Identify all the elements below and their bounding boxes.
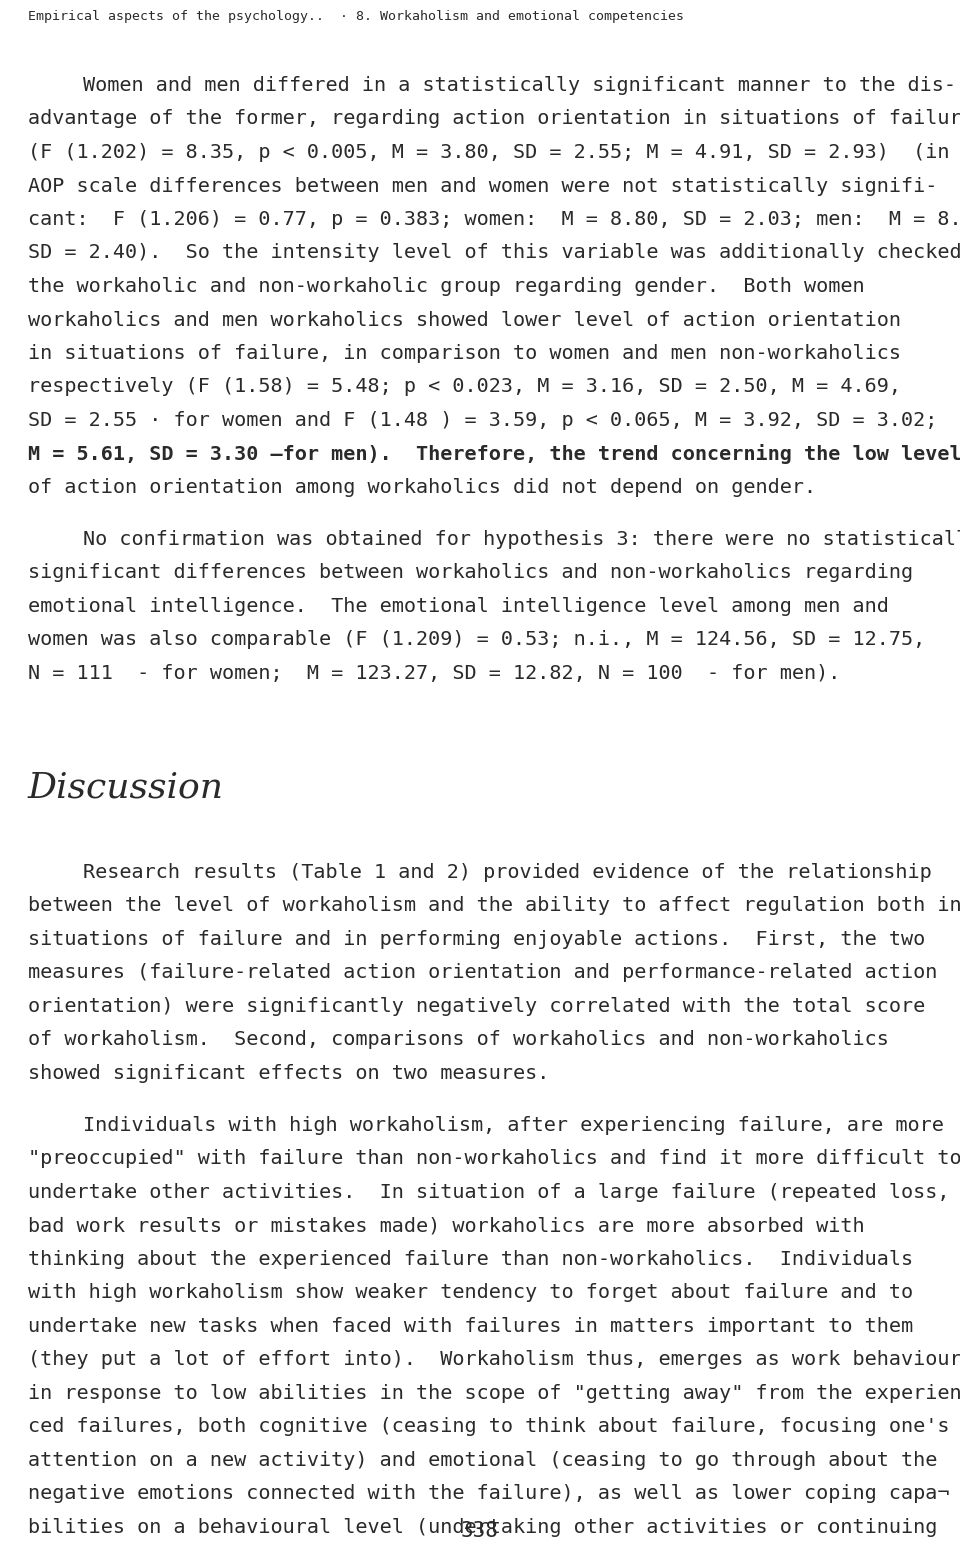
Text: Research results (Table 1 and 2) provided evidence of the relationship: Research results (Table 1 and 2) provide… [83,863,932,882]
Text: respectively (F (1.58) = 5.48; p < 0.023, M = 3.16, SD = 2.50, M = 4.69,: respectively (F (1.58) = 5.48; p < 0.023… [28,377,901,396]
Text: significant differences between workaholics and non-workaholics regarding: significant differences between workahol… [28,564,913,583]
Text: in situations of failure, in comparison to women and men non-workaholics: in situations of failure, in comparison … [28,345,901,363]
Text: (F (1.202) = 8.35, p < 0.005, M = 3.80, SD = 2.55; M = 4.91, SD = 2.93)  (in the: (F (1.202) = 8.35, p < 0.005, M = 3.80, … [28,143,960,161]
Text: ced failures, both cognitive (ceasing to think about failure, focusing one's: ced failures, both cognitive (ceasing to… [28,1417,949,1436]
Text: Women and men differed in a statistically significant manner to the dis-: Women and men differed in a statisticall… [83,77,956,96]
Text: bilities on a behavioural level (undertaking other activities or continuing: bilities on a behavioural level (underta… [28,1517,937,1536]
Text: Empirical aspects of the psychology..  · 8. Workaholism and emotional competenci: Empirical aspects of the psychology.. · … [28,9,684,23]
Text: negative emotions connected with the failure), as well as lower coping capa¬: negative emotions connected with the fai… [28,1485,949,1503]
Text: of action orientation among workaholics did not depend on gender.: of action orientation among workaholics … [28,478,816,496]
Text: situations of failure and in performing enjoyable actions.  First, the two: situations of failure and in performing … [28,930,925,949]
Text: emotional intelligence.  The emotional intelligence level among men and: emotional intelligence. The emotional in… [28,597,889,615]
Text: workaholics and men workaholics showed lower level of action orientation: workaholics and men workaholics showed l… [28,310,901,329]
Text: bad work results or mistakes made) workaholics are more absorbed with: bad work results or mistakes made) worka… [28,1217,865,1236]
Text: (they put a lot of effort into).  Workaholism thus, emerges as work behaviour: (they put a lot of effort into). Workaho… [28,1350,960,1369]
Text: of workaholism.  Second, comparisons of workaholics and non-workaholics: of workaholism. Second, comparisons of w… [28,1030,889,1049]
Text: M = 5.61, SD = 3.30 —for men).  Therefore, the trend concerning the low level: M = 5.61, SD = 3.30 —for men). Therefore… [28,445,960,465]
Text: undertake new tasks when faced with failures in matters important to them: undertake new tasks when faced with fail… [28,1317,913,1336]
Text: the workaholic and non-workaholic group regarding gender.  Both women: the workaholic and non-workaholic group … [28,277,865,296]
Text: in response to low abilities in the scope of "getting away" from the experien¬: in response to low abilities in the scop… [28,1384,960,1403]
Text: thinking about the experienced failure than non-workaholics.  Individuals: thinking about the experienced failure t… [28,1250,913,1268]
Text: No confirmation was obtained for hypothesis 3: there were no statistically: No confirmation was obtained for hypothe… [83,529,960,550]
Text: with high workaholism show weaker tendency to forget about failure and to: with high workaholism show weaker tenden… [28,1283,913,1301]
Text: SD = 2.40).  So the intensity level of this variable was additionally checked in: SD = 2.40). So the intensity level of th… [28,243,960,263]
Text: advantage of the former, regarding action orientation in situations of failure: advantage of the former, regarding actio… [28,110,960,128]
Text: cant:  F (1.206) = 0.77, p = 0.383; women:  M = 8.80, SD = 2.03; men:  M = 8.53,: cant: F (1.206) = 0.77, p = 0.383; women… [28,210,960,229]
Text: attention on a new activity) and emotional (ceasing to go through about the: attention on a new activity) and emotion… [28,1450,937,1469]
Text: women was also comparable (F (1.209) = 0.53; n.i., M = 124.56, SD = 12.75,: women was also comparable (F (1.209) = 0… [28,631,925,650]
Text: between the level of workaholism and the ability to affect regulation both in: between the level of workaholism and the… [28,896,960,915]
Text: N = 111  - for women;  M = 123.27, SD = 12.82, N = 100  - for men).: N = 111 - for women; M = 123.27, SD = 12… [28,664,840,683]
Text: SD = 2.55 · for women and F (1.48 ) = 3.59, p < 0.065, M = 3.92, SD = 3.02;: SD = 2.55 · for women and F (1.48 ) = 3.… [28,410,937,431]
Text: "preoccupied" with failure than non-workaholics and find it more difficult to: "preoccupied" with failure than non-work… [28,1149,960,1168]
Text: 338: 338 [461,1521,499,1541]
Text: measures (failure-related action orientation and performance-related action: measures (failure-related action orienta… [28,963,937,982]
Text: undertake other activities.  In situation of a large failure (repeated loss, ver: undertake other activities. In situation… [28,1182,960,1201]
Text: showed significant effects on two measures.: showed significant effects on two measur… [28,1063,549,1082]
Text: Individuals with high workaholism, after experiencing failure, are more: Individuals with high workaholism, after… [83,1115,944,1135]
Text: Discussion: Discussion [28,770,224,805]
Text: AOP scale differences between men and women were not statistically signifi-: AOP scale differences between men and wo… [28,177,937,196]
Text: orientation) were significantly negatively correlated with the total score: orientation) were significantly negative… [28,996,925,1016]
